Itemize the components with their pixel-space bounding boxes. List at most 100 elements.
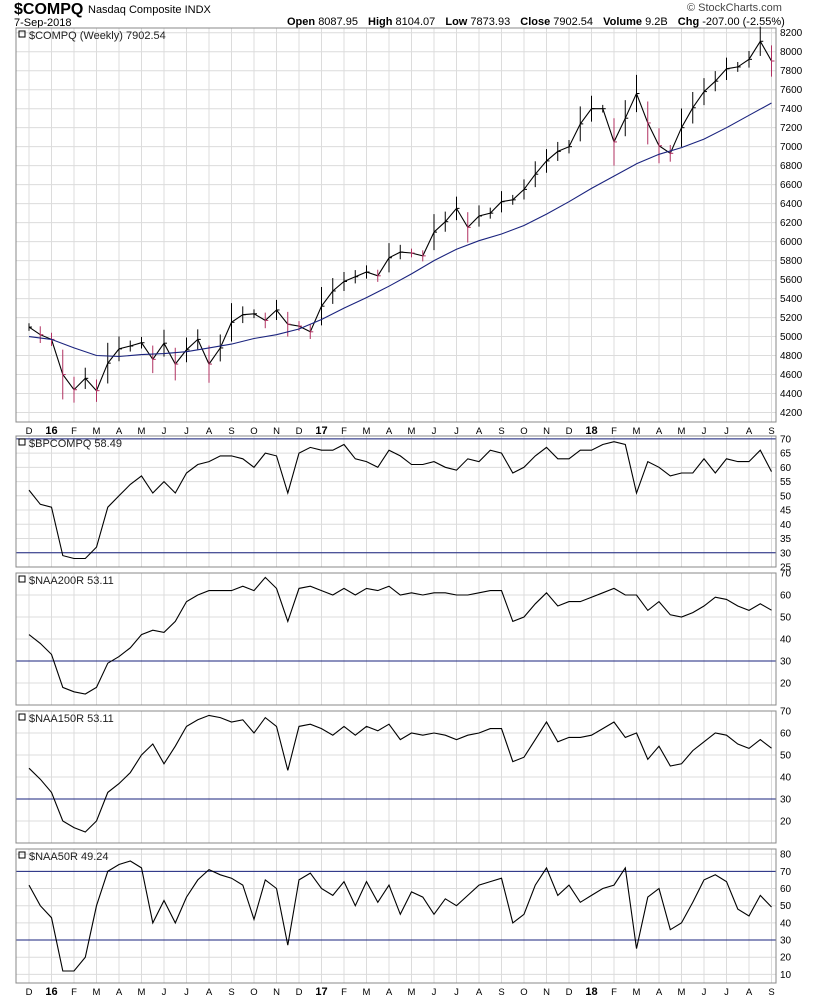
- y-tick-label: 40: [780, 635, 792, 646]
- panel-frame: [15, 710, 777, 844]
- y-tick-label: 60: [780, 591, 792, 602]
- x-tick-label: M: [363, 987, 371, 998]
- x-tick-label: J: [432, 426, 437, 437]
- y-tick-label: 20: [780, 679, 792, 690]
- y-tick-label: 70: [780, 569, 792, 580]
- x-tick-label: N: [543, 987, 550, 998]
- x-tick-label: S: [768, 987, 774, 998]
- x-tick-label: 18: [585, 986, 597, 998]
- x-tick-label: J: [184, 987, 189, 998]
- y-tick-label: 5200: [780, 313, 803, 324]
- x-tick-label: D: [26, 426, 33, 437]
- y-tick-label: 60: [780, 729, 792, 740]
- x-tick-label: 16: [45, 425, 57, 437]
- index-name: Nasdaq Composite INDX: [88, 4, 211, 16]
- panel-label: $NAA200R 53.11: [29, 575, 114, 587]
- y-tick-label: 55: [780, 477, 792, 488]
- x-tick-label: M: [408, 426, 416, 437]
- volume-value: 9.2B: [645, 16, 668, 28]
- x-tick-label: O: [520, 987, 527, 998]
- x-tick-label: A: [656, 426, 663, 437]
- y-tick-label: 7600: [780, 85, 803, 96]
- panel-icon: [18, 30, 26, 38]
- panel-icon: [18, 438, 26, 446]
- x-tick-label: S: [498, 426, 504, 437]
- change-label: Chg: [677, 16, 700, 28]
- y-tick-label: 40: [780, 773, 792, 784]
- y-tick-label: 7000: [780, 142, 803, 153]
- x-tick-label: M: [138, 987, 146, 998]
- x-tick-label: N: [543, 426, 550, 437]
- y-tick-label: 70: [780, 434, 792, 445]
- y-tick-label: 6400: [780, 199, 803, 210]
- x-tick-label: D: [26, 987, 33, 998]
- x-tick-label: A: [386, 426, 393, 437]
- y-tick-label: 5800: [780, 256, 803, 267]
- panel-label: $COMPQ (Weekly) 7902.54: [29, 30, 166, 42]
- x-tick-label: F: [71, 426, 77, 437]
- x-tick-label: A: [656, 987, 663, 998]
- y-tick-label: 25: [780, 563, 792, 574]
- x-tick-label: D: [566, 426, 573, 437]
- panel-frame: [15, 435, 777, 568]
- y-tick-label: 4400: [780, 389, 803, 400]
- x-tick-label: O: [250, 426, 257, 437]
- x-tick-label: A: [386, 987, 393, 998]
- y-tick-label: 50: [780, 491, 792, 502]
- x-tick-label: J: [702, 987, 707, 998]
- y-tick-label: 5600: [780, 275, 803, 286]
- x-tick-label: J: [454, 987, 459, 998]
- y-tick-label: 8000: [780, 47, 803, 58]
- y-tick-label: 30: [780, 795, 792, 806]
- y-tick-label: 20: [780, 817, 792, 828]
- x-tick-label: A: [116, 987, 123, 998]
- open-label: Open: [287, 16, 316, 28]
- x-tick-label: J: [724, 987, 729, 998]
- x-tick-label: A: [746, 426, 753, 437]
- x-tick-label: 16: [45, 986, 57, 998]
- y-tick-label: 8200: [780, 28, 803, 39]
- moving-average-line: [28, 102, 772, 358]
- y-tick-label: 10: [780, 970, 792, 981]
- price-line: [28, 40, 772, 392]
- y-tick-label: 7400: [780, 104, 803, 115]
- change-value: -207.00 (-2.55%): [702, 16, 785, 28]
- y-tick-label: 70: [780, 707, 792, 718]
- breadth-line: [28, 441, 772, 560]
- y-tick-label: 65: [780, 449, 792, 460]
- panel-frame: [15, 572, 777, 706]
- y-tick-label: 6000: [780, 237, 803, 248]
- close-label: Close: [520, 16, 551, 28]
- y-tick-label: 30: [780, 936, 792, 947]
- x-tick-label: 17: [315, 986, 327, 998]
- x-tick-label: F: [341, 987, 347, 998]
- y-tick-label: 6200: [780, 218, 803, 229]
- panel-label: $NAA50R 49.24: [29, 851, 109, 863]
- panel-frame: [15, 848, 777, 984]
- x-tick-label: J: [432, 987, 437, 998]
- panel-label: $NAA150R 53.11: [29, 713, 114, 725]
- y-tick-label: 60: [780, 884, 792, 895]
- x-tick-label: A: [206, 426, 213, 437]
- x-tick-label: D: [566, 987, 573, 998]
- x-tick-label: J: [162, 426, 167, 437]
- y-tick-label: 4200: [780, 408, 803, 419]
- x-tick-label: S: [498, 987, 504, 998]
- breadth-line: [28, 576, 772, 695]
- breadth-line: [28, 714, 772, 833]
- y-tick-label: 40: [780, 520, 792, 531]
- panel-icon: [18, 713, 26, 721]
- y-tick-label: 35: [780, 534, 792, 545]
- x-tick-label: A: [746, 987, 753, 998]
- x-tick-label: A: [116, 426, 123, 437]
- x-tick-label: M: [138, 426, 146, 437]
- x-tick-label: F: [341, 426, 347, 437]
- y-tick-label: 4600: [780, 370, 803, 381]
- x-tick-label: F: [611, 426, 617, 437]
- x-tick-label: N: [273, 426, 280, 437]
- brand-watermark[interactable]: © StockCharts.com: [687, 2, 782, 14]
- x-tick-label: A: [476, 426, 483, 437]
- y-tick-label: 45: [780, 506, 792, 517]
- y-tick-label: 60: [780, 463, 792, 474]
- y-tick-label: 5400: [780, 294, 803, 305]
